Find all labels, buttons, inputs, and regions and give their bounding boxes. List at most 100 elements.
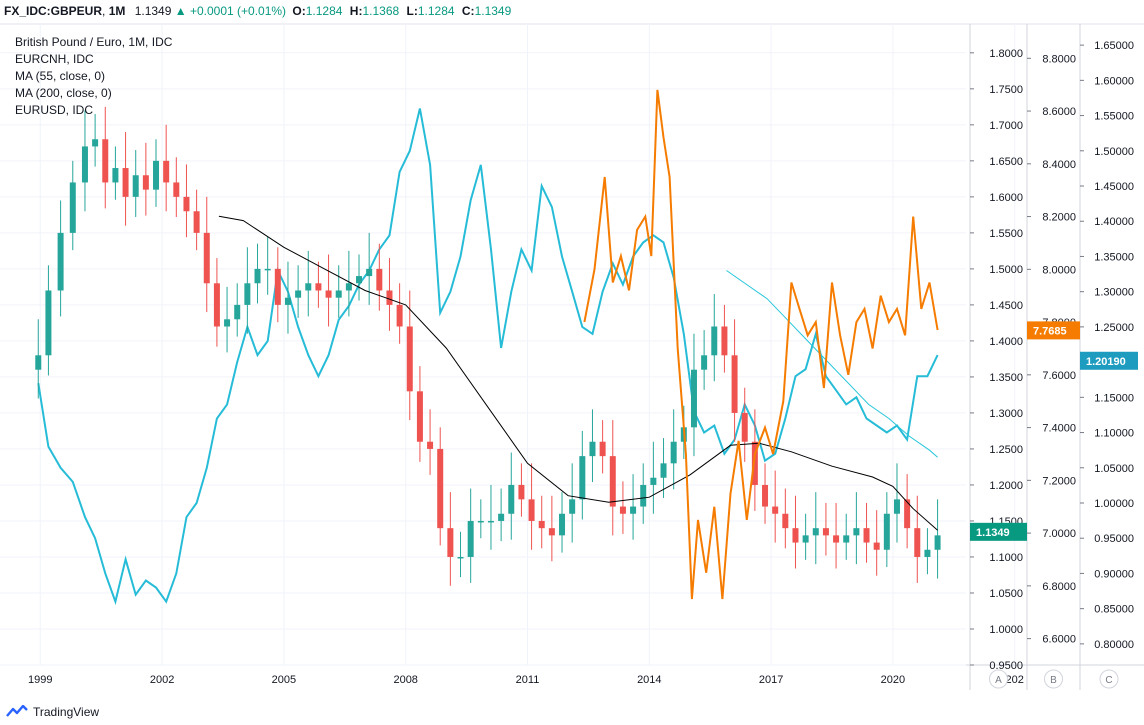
candle-body [619, 506, 626, 514]
candle-body [883, 513, 890, 550]
axis-button-C[interactable] [1099, 669, 1119, 689]
candle-body [579, 456, 586, 500]
candle-body [477, 520, 484, 523]
candle-body [295, 290, 302, 298]
candle-body [427, 441, 434, 449]
open-label: O: [292, 4, 306, 18]
legend-eurusd[interactable]: EURUSD, IDC [15, 103, 94, 117]
y-tick-label-C: 0.95000 [1094, 533, 1134, 545]
y-tick-label-A: 1.7500 [989, 84, 1023, 96]
y-tick-label-A: 1.3500 [989, 372, 1023, 384]
y-tick-label-C: 1.10000 [1094, 428, 1134, 440]
candle-body [335, 290, 342, 298]
candle-body [386, 290, 393, 305]
y-tick-label-C: 1.25000 [1094, 322, 1134, 334]
ma200-line [218, 215, 938, 531]
y-tick-label-C: 1.50000 [1094, 146, 1134, 158]
candle-body [254, 268, 261, 284]
legend-gbpeur[interactable]: British Pound / Euro, 1M, IDC [15, 35, 173, 49]
candle-body [904, 499, 911, 529]
y-tick-label-A: 1.4500 [989, 300, 1023, 312]
axis-button-B[interactable] [1044, 669, 1063, 689]
candle-body [873, 542, 880, 550]
symbol-name[interactable]: FX_IDC:GBPEUR [4, 4, 103, 18]
candle-body [538, 520, 545, 529]
y-tick-label-C: 1.05000 [1094, 463, 1134, 475]
y-tick-label-A: 0.9500 [989, 660, 1023, 672]
candle-body [599, 441, 606, 457]
candle-body [183, 196, 190, 212]
candle-body [81, 146, 88, 183]
legend-eurcnh[interactable]: EURCNH, IDC [15, 52, 94, 66]
y-tick-label-A: 1.6000 [989, 192, 1023, 204]
candle-body [325, 290, 332, 298]
candle-body [812, 528, 819, 536]
candle-body [792, 528, 799, 543]
candle-body [122, 168, 129, 197]
gbpeur-last-badge [970, 522, 1027, 541]
candle-body [274, 268, 281, 305]
candle-body [213, 283, 220, 327]
candle-body [548, 528, 555, 536]
candle-body [833, 535, 840, 543]
candle-body [843, 535, 850, 543]
candle-body [457, 556, 464, 559]
x-tick-label: 2014 [637, 674, 661, 686]
candle-body [822, 528, 829, 536]
y-tick-label-A: 1.7000 [989, 120, 1023, 132]
chart-canvas[interactable]: 1999 2002 2005 2008 2011 2014 2017 2020 202 1.800… [0, 0, 1144, 700]
high-value: 1.1368 [362, 4, 400, 18]
candle-body [589, 441, 596, 457]
x-tick-label: 2020 [881, 674, 905, 686]
y-tick-label-B: 8.4000 [1042, 159, 1076, 171]
y-tick-label-C: 0.85000 [1094, 604, 1134, 616]
eurcnh-last-badge [1027, 321, 1080, 340]
candle-body [406, 326, 413, 392]
y-tick-label-C: 1.55000 [1094, 111, 1134, 123]
y-tick-label-C: 1.45000 [1094, 181, 1134, 193]
candle-body [416, 391, 423, 442]
legend-ma55[interactable]: MA (55, close, 0) [15, 69, 106, 83]
eurcnh-last-badge-label: 7.7685 [1033, 325, 1067, 337]
y-tick-label-A: 1.4000 [989, 336, 1023, 348]
candle-body [163, 160, 170, 183]
eurusd-last-badge [1080, 351, 1138, 370]
candle-body [751, 441, 758, 485]
y-tick-label-C: 1.65000 [1094, 40, 1134, 52]
close-label: C: [461, 4, 475, 18]
candle-body [772, 506, 779, 514]
candle-body [508, 484, 515, 514]
axis-button-label-A: A [995, 675, 1002, 686]
x-tick-label: 2005 [272, 674, 296, 686]
candle-body [35, 355, 42, 370]
candle-body [69, 182, 76, 233]
candle-body [356, 276, 363, 284]
ma55-line [726, 270, 938, 458]
y-tick-label-B: 8.6000 [1042, 106, 1076, 118]
candle-body [924, 549, 931, 557]
y-tick-label-A: 1.8000 [989, 48, 1023, 60]
y-tick-label-C: 1.30000 [1094, 287, 1134, 299]
candle-body [670, 441, 677, 464]
candle-body [345, 283, 352, 291]
candle-body [92, 139, 99, 147]
y-tick-label-B: 6.8000 [1042, 581, 1076, 593]
legend-ma200[interactable]: MA (200, close, 0) [15, 86, 112, 100]
x-tick-label: 2017 [759, 674, 783, 686]
candle-body [57, 232, 64, 291]
candle-body [863, 528, 870, 543]
candle-body [112, 168, 119, 183]
interval-label[interactable]: 1M [108, 4, 126, 18]
y-tick-label-B: 7.4000 [1042, 423, 1076, 435]
axis-button-A[interactable] [989, 669, 1008, 689]
gbpeur-last-badge-label: 1.1349 [976, 527, 1010, 539]
tradingview-brand[interactable]: TradingView [6, 705, 99, 719]
candle-body [853, 528, 860, 536]
candle-body [396, 304, 403, 327]
y-tick-label-A: 1.6500 [989, 156, 1023, 168]
candle-body [224, 319, 231, 327]
candle-body [284, 297, 291, 305]
candle-body [721, 326, 728, 356]
y-tick-label-B: 7.0000 [1042, 528, 1076, 540]
candle-body [528, 499, 535, 521]
